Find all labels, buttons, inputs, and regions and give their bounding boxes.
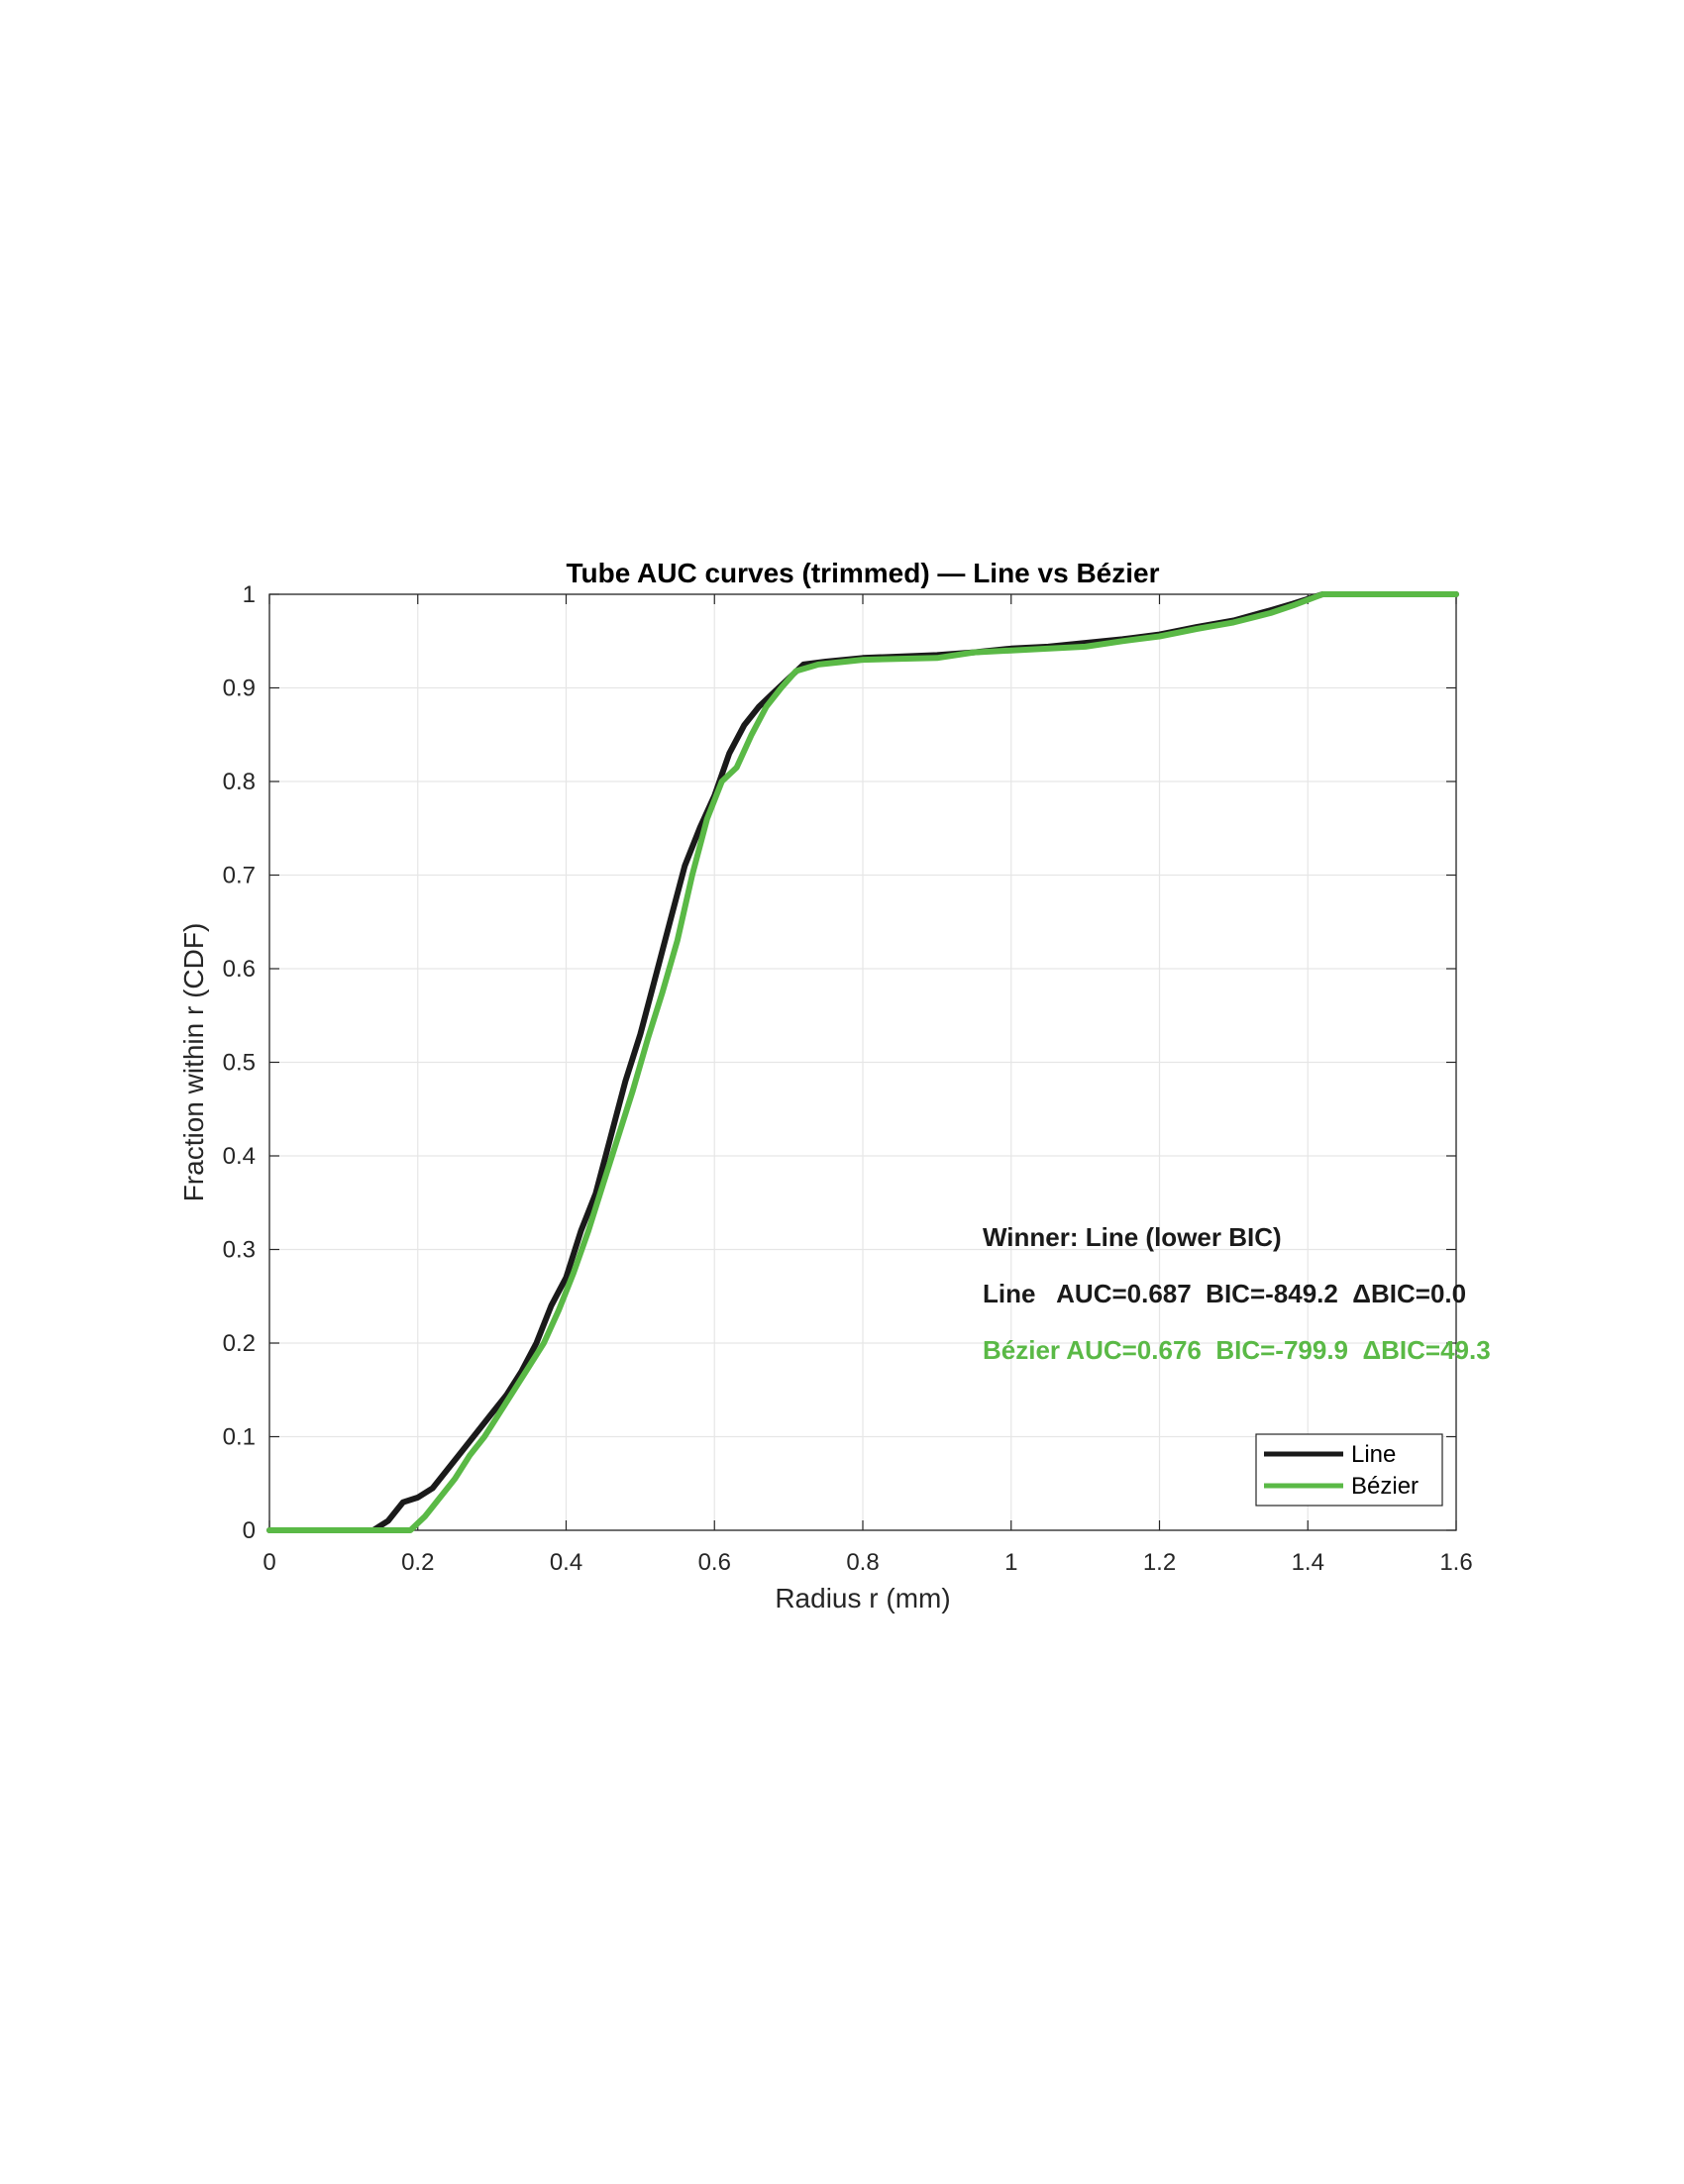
x-tick-label: 0.4: [550, 1549, 582, 1576]
legend-label-line: Line: [1351, 1441, 1396, 1468]
annotation-bezier-stats: Bézier AUC=0.676 BIC=-799.9 ΔBIC=49.3: [983, 1335, 1491, 1365]
legend-box: [1255, 1433, 1443, 1507]
series-line-bezier: [266, 591, 1459, 1533]
y-tick-label: 0.8: [223, 769, 256, 795]
y-tick-label: 0.3: [223, 1237, 256, 1264]
y-tick-label: 0.2: [223, 1330, 256, 1357]
annotation-line-stats: Line AUC=0.687 BIC=-849.2 ΔBIC=0.0: [983, 1279, 1466, 1308]
x-tick-label: 0.8: [846, 1549, 879, 1576]
y-tick-label: 0.6: [223, 956, 256, 983]
y-tick-label: 1: [243, 581, 256, 608]
x-axis-label: Radius r (mm): [775, 1583, 950, 1613]
x-tick-label: 1.2: [1143, 1549, 1176, 1576]
y-tick-label: 0: [243, 1517, 256, 1544]
x-tick-label: 1.6: [1439, 1549, 1472, 1576]
x-tick-label: 0: [263, 1549, 275, 1576]
x-tick-label: 0.2: [401, 1549, 434, 1576]
y-tick-label: 0.7: [223, 863, 256, 889]
legend-label-bezier: Bézier: [1351, 1473, 1419, 1500]
x-tick-label: 0.6: [698, 1549, 731, 1576]
x-tick-label: 1: [1004, 1549, 1017, 1576]
y-tick-label: 0.9: [223, 676, 256, 702]
y-tick-label: 0.5: [223, 1050, 256, 1077]
y-axis-label: Fraction within r (CDF): [178, 923, 209, 1202]
chart-title: Tube AUC curves (trimmed) — Line vs Bézi…: [566, 558, 1159, 588]
y-tick-label: 0.1: [223, 1424, 256, 1451]
y-tick-label: 0.4: [223, 1143, 256, 1170]
x-tick-label: 1.4: [1292, 1549, 1324, 1576]
series-lines: [266, 591, 1459, 1533]
legend: Line Bézier: [1255, 1433, 1443, 1507]
annotation-winner: Winner: Line (lower BIC): [983, 1222, 1282, 1252]
grid: [268, 593, 1457, 1531]
axis-ticks: 0 0.2 0.4 0.6 0.8 1 1.2 1.4 1.6 0 0.1 0.2 0.3 0.4 0.5 0…: [223, 581, 1473, 1576]
